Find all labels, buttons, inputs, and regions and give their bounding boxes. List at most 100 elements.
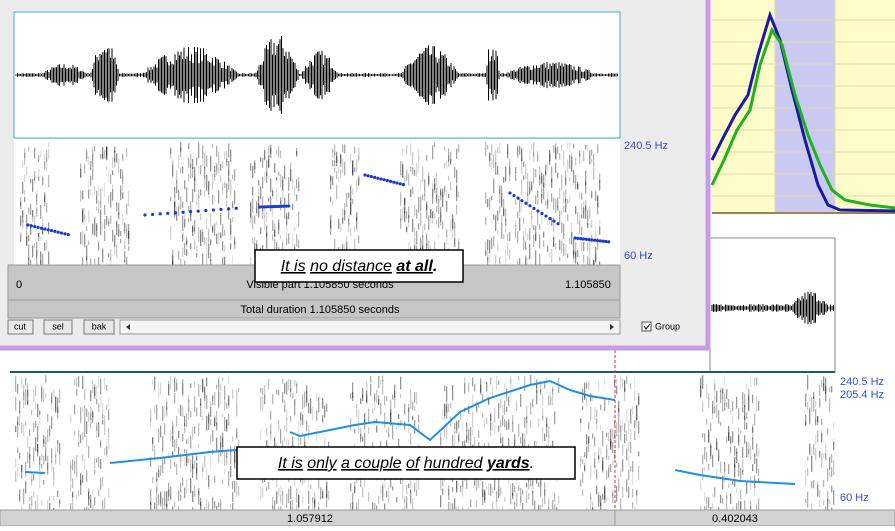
decor bbox=[174, 502, 175, 508]
decor bbox=[402, 148, 403, 156]
decor bbox=[554, 411, 555, 424]
duration[interactable]: 0.402043 bbox=[712, 513, 758, 525]
decor bbox=[72, 478, 73, 488]
decor bbox=[80, 164, 81, 171]
decor bbox=[591, 220, 592, 228]
decor bbox=[274, 163, 275, 173]
decor bbox=[519, 146, 520, 155]
decor bbox=[444, 163, 445, 169]
decor bbox=[524, 202, 527, 205]
decor bbox=[829, 457, 830, 470]
decor bbox=[216, 146, 217, 157]
decor bbox=[386, 179, 389, 182]
decor bbox=[74, 379, 75, 386]
decor bbox=[602, 494, 603, 500]
decor bbox=[598, 381, 599, 392]
decor bbox=[154, 377, 155, 389]
decor bbox=[17, 384, 18, 394]
decor bbox=[22, 161, 23, 168]
decor bbox=[540, 212, 543, 215]
scrollbar[interactable] bbox=[120, 320, 620, 334]
decor bbox=[512, 415, 513, 424]
decor bbox=[567, 199, 568, 204]
decor bbox=[41, 387, 42, 401]
decor bbox=[414, 392, 415, 403]
decor bbox=[250, 163, 251, 170]
decor bbox=[198, 195, 199, 207]
decor bbox=[601, 240, 604, 243]
decor bbox=[252, 198, 253, 212]
decor bbox=[408, 420, 409, 434]
decor bbox=[78, 430, 79, 438]
decor bbox=[586, 383, 587, 389]
duration[interactable]: 1.057912 bbox=[287, 513, 333, 525]
decor bbox=[630, 466, 631, 472]
decor bbox=[118, 229, 119, 235]
decor bbox=[282, 379, 283, 384]
decor bbox=[230, 466, 231, 479]
decor bbox=[444, 405, 445, 420]
decor bbox=[53, 389, 54, 397]
decor bbox=[590, 493, 591, 500]
decor bbox=[340, 223, 341, 232]
decor bbox=[32, 179, 33, 192]
decor bbox=[367, 174, 370, 177]
decor bbox=[180, 457, 181, 469]
decor bbox=[493, 155, 494, 168]
decor bbox=[547, 246, 548, 252]
decor bbox=[296, 488, 297, 503]
decor bbox=[290, 501, 291, 510]
decor bbox=[212, 195, 213, 205]
decor bbox=[76, 466, 77, 477]
decor bbox=[497, 166, 498, 175]
decor bbox=[216, 234, 217, 244]
decor bbox=[22, 182, 23, 194]
decor bbox=[732, 481, 733, 485]
decor bbox=[582, 237, 585, 240]
decor bbox=[618, 417, 619, 433]
decor bbox=[807, 456, 808, 461]
decor bbox=[174, 197, 175, 207]
decor bbox=[543, 183, 544, 199]
decor bbox=[204, 209, 207, 212]
decor bbox=[430, 209, 431, 223]
decor bbox=[515, 225, 516, 238]
decor bbox=[100, 478, 101, 490]
group-checkbox[interactable] bbox=[642, 322, 651, 331]
decor bbox=[807, 402, 808, 411]
decor bbox=[422, 235, 423, 250]
decor bbox=[114, 147, 115, 153]
decor bbox=[594, 408, 595, 420]
decor bbox=[45, 453, 46, 460]
decor bbox=[24, 153, 25, 165]
decor bbox=[543, 240, 544, 247]
decor bbox=[583, 151, 584, 161]
decor bbox=[252, 166, 253, 178]
decor bbox=[561, 145, 562, 151]
decor bbox=[549, 252, 550, 257]
decor bbox=[166, 212, 169, 215]
decor bbox=[24, 190, 25, 196]
decor bbox=[98, 457, 99, 468]
decor bbox=[497, 210, 498, 220]
decor bbox=[226, 195, 227, 199]
decor bbox=[535, 169, 536, 177]
decor bbox=[726, 437, 727, 443]
decor bbox=[805, 470, 806, 486]
decor bbox=[86, 435, 87, 447]
decor bbox=[508, 191, 511, 194]
decor bbox=[276, 492, 277, 505]
decor bbox=[710, 423, 711, 431]
decor bbox=[559, 210, 560, 223]
decor bbox=[294, 399, 295, 406]
decor bbox=[807, 492, 808, 508]
decor bbox=[162, 498, 163, 510]
decor bbox=[706, 418, 707, 424]
decor bbox=[20, 216, 21, 227]
decor bbox=[426, 155, 427, 161]
decor bbox=[164, 506, 165, 511]
decor bbox=[734, 465, 735, 478]
decor bbox=[722, 389, 723, 398]
decor bbox=[638, 396, 639, 404]
decor bbox=[754, 453, 755, 464]
